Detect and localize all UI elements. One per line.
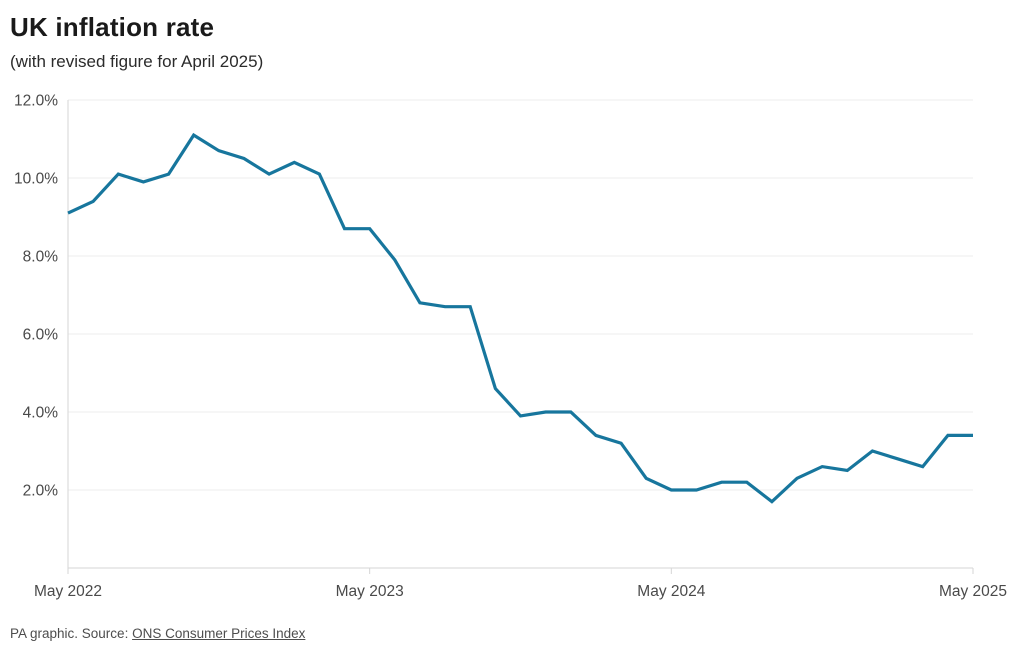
inflation-line [67, 132, 973, 504]
x-tick-label: May 2022 [34, 583, 102, 600]
x-tick-label: May 2025 [939, 583, 1007, 600]
y-tick-label: 10.0% [14, 171, 58, 188]
source-prefix: PA graphic. Source: [10, 626, 133, 641]
y-tick-label: 8.0% [23, 249, 59, 266]
page-title: UK inflation rate [10, 12, 215, 42]
y-tick-label: 2.0% [23, 483, 59, 500]
x-tick-label: May 2023 [336, 583, 404, 600]
y-tick-label: 4.0% [23, 405, 59, 422]
source-footer: PA graphic. Source: ONS Consumer Prices … [10, 626, 305, 641]
page-subtitle: (with revised figure for April 2025) [10, 52, 264, 71]
y-tick-label: 6.0% [23, 327, 59, 344]
y-tick-label: 12.0% [14, 93, 58, 110]
x-tick-label: May 2024 [637, 583, 705, 600]
source-link[interactable]: ONS Consumer Prices Index [132, 626, 306, 641]
